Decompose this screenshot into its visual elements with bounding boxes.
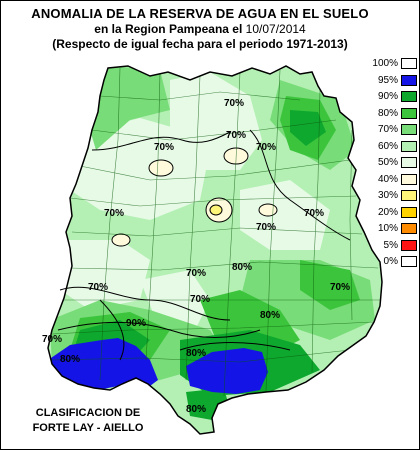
legend-swatch <box>401 173 417 185</box>
map-subtitle: en la Region Pampeana el 10/07/2014 <box>0 22 400 36</box>
legend-label: 70% <box>377 124 398 135</box>
fill-95-southwest <box>48 338 158 392</box>
legend-label: 100% <box>372 58 398 69</box>
classification-credit-line2: FORTE LAY - AIELLO <box>32 422 144 434</box>
iso-label-70-1: 70% <box>154 142 174 153</box>
map-title: ANOMALIA DE LA RESERVA DE AGUA EN EL SUE… <box>31 6 369 21</box>
legend-label: 30% <box>377 190 398 201</box>
legend-label: 80% <box>377 107 398 119</box>
isoline-90-b <box>179 342 291 351</box>
iso-label-80-4: 80% <box>186 404 206 415</box>
legend-swatch <box>401 190 417 201</box>
fill-90-northeast <box>290 110 326 146</box>
legend-swatch <box>401 74 417 86</box>
legend-swatch <box>401 256 417 267</box>
legend-label: 60% <box>377 140 398 152</box>
isoline-70-a <box>91 131 231 151</box>
map-reference-period: (Respecto de igual fecha para el periodo… <box>52 37 348 51</box>
iso-label-70-4: 70% <box>104 208 124 219</box>
fill-30-spot <box>209 204 223 216</box>
legend-label: 50% <box>377 157 398 168</box>
fill-50-northwest <box>70 118 210 220</box>
iso-label-70-11: 70% <box>190 294 210 305</box>
legend-swatch <box>401 140 417 152</box>
iso-label-80-1: 80% <box>260 310 280 321</box>
legend-swatch <box>401 157 417 168</box>
iso-label-80-2: 80% <box>60 354 80 365</box>
isoline-80-a <box>57 321 261 338</box>
legend-swatch <box>401 107 417 119</box>
legend-row: 50% <box>368 157 418 168</box>
map-fill-group <box>48 66 382 434</box>
fill-70-north <box>84 66 170 150</box>
legend-label: 40% <box>377 173 398 185</box>
iso-label-70-12: 70% <box>330 282 350 293</box>
legend-row: 10% <box>368 223 418 234</box>
iso-label-70-10: 70% <box>42 334 62 345</box>
legend-row: 20% <box>368 206 418 218</box>
fill-40-spot-4 <box>111 233 131 247</box>
iso-label-70-5: 70% <box>186 268 206 279</box>
iso-label-70-7: 70% <box>304 208 324 219</box>
legend-label: 90% <box>377 91 398 102</box>
legend-row: 70% <box>368 124 418 135</box>
fill-80-east <box>300 260 360 310</box>
iso-label-70-6: 70% <box>256 222 276 233</box>
legend-swatch <box>401 124 417 135</box>
legend-label: 0% <box>383 256 398 267</box>
legend-row: 30% <box>368 190 418 201</box>
subtitle-date: 10/07/2014 <box>245 22 306 36</box>
legend-label: 95% <box>377 74 398 86</box>
fill-40-spot-1 <box>148 159 174 177</box>
iso-label-70-8: 70% <box>224 98 244 109</box>
department-boundaries <box>49 67 380 397</box>
legend-row: 100% <box>368 58 418 69</box>
isolines <box>57 129 351 361</box>
fill-50-west <box>60 240 150 310</box>
legend-swatch <box>401 91 417 102</box>
isoline-70-c <box>249 129 351 241</box>
fill-95-south <box>186 348 268 394</box>
legend-row: 90% <box>368 91 418 102</box>
legend-swatch <box>401 239 417 251</box>
iso-label-70-2: 70% <box>226 130 246 141</box>
legend-label: 5% <box>383 239 398 251</box>
legend-row: 80% <box>368 107 418 119</box>
legend-label: 20% <box>377 206 398 218</box>
legend-swatch <box>401 58 417 69</box>
subtitle-prefix: en la Region Pampeana el <box>94 22 243 36</box>
legend-row: 60% <box>368 140 418 152</box>
fill-40-spot-5 <box>258 203 278 217</box>
legend-row: 0% <box>368 256 418 267</box>
legend-row: 5% <box>368 239 418 251</box>
iso-label-70-3: 70% <box>256 142 276 153</box>
isoline-labels: 70% 70% 70% 70% 70% 70% 70% 70% 70% 70% … <box>42 98 350 415</box>
legend-swatch <box>401 206 417 218</box>
iso-label-90-1: 90% <box>126 318 146 329</box>
isoline-70-b <box>59 286 231 321</box>
iso-label-70-9: 70% <box>88 282 108 293</box>
iso-label-80-3: 80% <box>186 348 206 359</box>
legend-row: 40% <box>368 173 418 185</box>
legend-label: 10% <box>377 223 398 234</box>
iso-label-80-5: 80% <box>232 262 252 273</box>
legend-swatch <box>401 223 417 234</box>
isoline-90-a <box>99 299 125 361</box>
legend-row: 95% <box>368 74 418 86</box>
classification-credit-line1: CLASIFICACION DE <box>35 407 141 419</box>
